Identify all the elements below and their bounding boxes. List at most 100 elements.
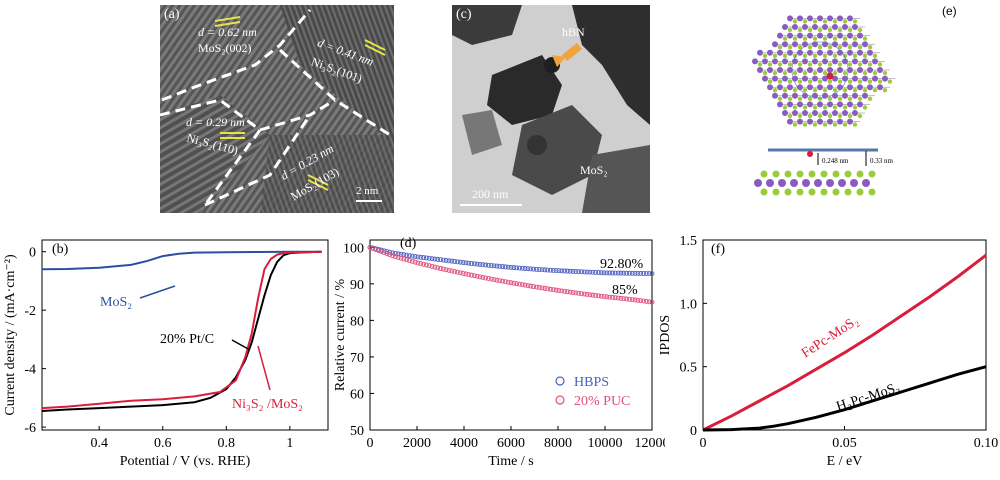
- mo-atom: [787, 15, 793, 22]
- mo-atom: [807, 32, 813, 39]
- y-axis-label: IPDOS: [658, 315, 673, 355]
- x-tick-label: 0: [700, 436, 707, 451]
- marker-1: [378, 249, 384, 254]
- marker-1: [387, 252, 393, 258]
- marker-0: [415, 254, 421, 260]
- s-atom: [882, 70, 888, 76]
- s-atom: [772, 88, 778, 93]
- mo-atom: [802, 75, 808, 82]
- marker-0: [581, 269, 587, 275]
- s-side-top: [796, 170, 804, 178]
- marker-0: [429, 256, 435, 262]
- marker-1: [398, 255, 404, 261]
- mo-atom: [827, 32, 833, 39]
- marker-0: [426, 255, 432, 261]
- marker-1: [539, 285, 545, 291]
- mo-atom: [837, 118, 843, 125]
- s-atom: [782, 88, 788, 93]
- y-tick-label: 70: [350, 351, 364, 366]
- s-side-top: [820, 170, 828, 178]
- s-side-top: [784, 170, 792, 178]
- panel-label-a: (a): [164, 7, 180, 22]
- chart-f: 0 0.05 0.10 0 0.5 1.0 1.5 E / eV IPDOS FePc-MoS₂ H…: [655, 228, 1000, 475]
- mo-atom: [817, 118, 823, 125]
- mo-atom: [852, 41, 858, 48]
- mo-side: [778, 179, 786, 187]
- marker-1: [550, 287, 556, 293]
- s-atom: [857, 96, 863, 102]
- s-atom: [812, 122, 818, 127]
- mo-atom: [807, 15, 813, 22]
- mo-atom: [857, 67, 863, 73]
- mo-atom: [877, 84, 883, 91]
- y-tick-label: -2: [24, 304, 36, 319]
- marker-1: [440, 266, 446, 272]
- y-tick-label: 100: [343, 241, 364, 256]
- marker-1: [649, 299, 655, 305]
- mo-atom: [867, 67, 873, 73]
- y-axis-label: Relative current / %: [333, 278, 348, 391]
- annotation-ni3s2: Ni₃S₂ /MoS₂: [232, 397, 303, 412]
- s-atom: [787, 45, 793, 50]
- marker-1: [505, 279, 511, 285]
- mo-atom: [807, 49, 813, 56]
- mo-atom: [847, 15, 853, 22]
- s-atom: [842, 36, 848, 41]
- marker-1: [502, 279, 508, 285]
- mo-atom: [772, 75, 778, 82]
- panel-label-f: (f): [711, 242, 725, 257]
- s-atom: [782, 36, 788, 41]
- y-tick-label: 50: [350, 424, 364, 439]
- x-tick-label: 10000: [588, 436, 623, 451]
- marker-1: [446, 267, 452, 273]
- marker-1: [454, 269, 460, 275]
- marker-1: [517, 281, 522, 287]
- marker-0: [517, 265, 522, 271]
- structure-panel-e: (e) 0.248 nm 0.33 nm: [700, 0, 1000, 215]
- mo-atom: [767, 49, 773, 56]
- end-label-puc: 85%: [612, 283, 638, 298]
- s-side-bot: [760, 188, 768, 196]
- marker-0: [460, 260, 466, 265]
- s-atom: [802, 122, 808, 127]
- s-atom: [782, 70, 788, 76]
- x-axis-label: E / eV: [827, 454, 863, 469]
- s-atom: [867, 62, 873, 67]
- s-atom: [772, 53, 778, 58]
- end-label-hbps: 92.80%: [600, 257, 644, 272]
- marker-0: [649, 271, 655, 277]
- y-tick-label: 60: [350, 387, 364, 402]
- tem-a-d3: d = 0.29 nm: [186, 115, 245, 129]
- tem-c-hbn-label: hBN: [562, 25, 585, 39]
- marker-0: [404, 252, 410, 258]
- s-atom: [762, 70, 768, 76]
- pc-ring: [791, 41, 849, 99]
- marker-0: [423, 255, 429, 261]
- s-atom: [827, 62, 833, 67]
- mo-atom: [777, 32, 783, 39]
- marker-1: [610, 295, 615, 300]
- s-atom: [807, 79, 813, 84]
- panel-label-c: (c): [456, 7, 472, 22]
- s-atom: [822, 19, 828, 24]
- legend-label-0: HBPS: [574, 375, 609, 390]
- marker-1: [624, 296, 630, 302]
- marker-1: [629, 297, 635, 303]
- s-atom: [787, 79, 793, 84]
- marker-1: [497, 278, 503, 284]
- marker-0: [615, 270, 621, 276]
- mo-side: [826, 179, 834, 187]
- s-atom: [852, 53, 858, 58]
- marker-0: [559, 268, 565, 274]
- s-atom: [792, 70, 798, 76]
- s-atom: [797, 113, 803, 119]
- x-axis-label: Time / s: [488, 454, 533, 469]
- s-atom: [807, 113, 813, 119]
- s-atom: [827, 79, 833, 84]
- marker-0: [463, 260, 469, 266]
- mo-side: [790, 179, 798, 187]
- s-atom: [827, 27, 833, 33]
- s-atom: [827, 45, 833, 50]
- mo-atom: [807, 118, 813, 125]
- x-tick-label: 6000: [497, 436, 525, 451]
